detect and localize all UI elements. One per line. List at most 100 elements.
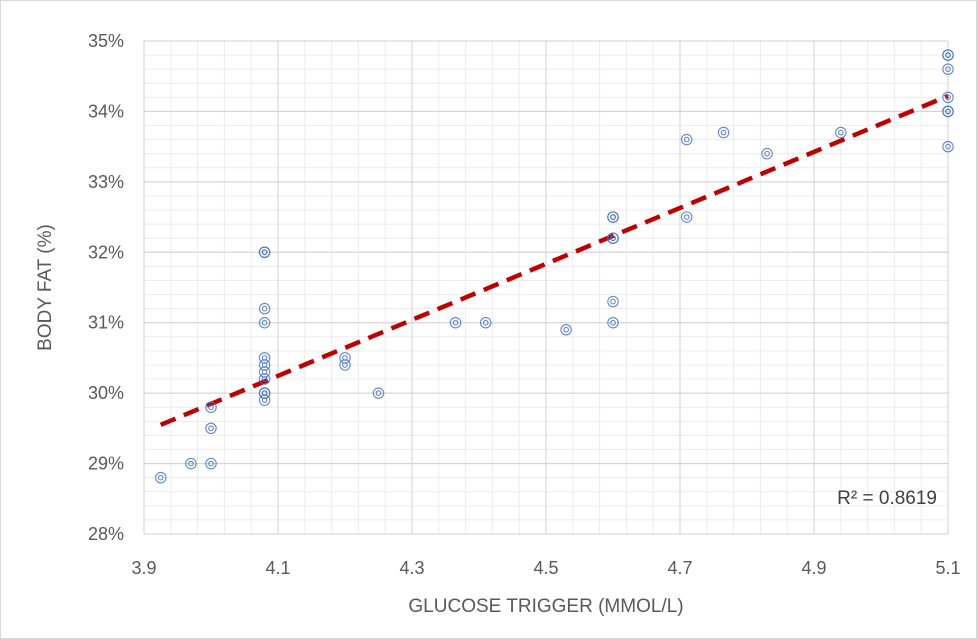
- data-point: [258, 352, 271, 364]
- data-point: [607, 232, 619, 244]
- data-point: [339, 352, 351, 364]
- x-tick-label: 4.1: [265, 558, 290, 578]
- data-point-outer-ring: [607, 232, 619, 244]
- y-tick-label: 31%: [88, 313, 124, 333]
- data-point-inner-ring: [683, 214, 690, 220]
- data-point-outer-ring: [205, 422, 217, 435]
- data-point: [155, 471, 167, 484]
- data-point: [942, 63, 954, 75]
- data-point: [717, 126, 730, 139]
- data-point-outer-ring: [205, 401, 217, 413]
- data-point-inner-ring: [375, 390, 382, 396]
- data-point-inner-ring: [610, 319, 616, 326]
- data-point: [205, 457, 217, 470]
- data-point-inner-ring: [945, 143, 951, 150]
- trendline-layer: [159, 93, 949, 427]
- data-point-outer-ring: [680, 211, 693, 223]
- data-point-inner-ring: [261, 390, 268, 396]
- data-point-outer-ring: [607, 211, 619, 223]
- data-point: [607, 316, 619, 329]
- data-point: [205, 422, 217, 435]
- data-point-outer-ring: [258, 246, 271, 259]
- data-point-outer-ring: [205, 457, 217, 470]
- data-point: [942, 140, 954, 153]
- data-point-outer-ring: [155, 471, 167, 484]
- data-point-inner-ring: [452, 319, 459, 326]
- data-point-outer-ring: [607, 295, 619, 308]
- data-point-outer-ring: [339, 352, 351, 364]
- data-point: [258, 387, 271, 399]
- x-tick-label: 5.1: [935, 558, 960, 578]
- data-point-inner-ring: [157, 474, 164, 481]
- data-point-inner-ring: [342, 355, 348, 361]
- data-point: [761, 147, 773, 160]
- x-tick-label: 4.9: [801, 558, 826, 578]
- data-point-inner-ring: [945, 108, 951, 115]
- data-point-inner-ring: [261, 249, 268, 256]
- data-point-inner-ring: [720, 129, 727, 136]
- data-point-inner-ring: [208, 460, 214, 467]
- y-tick-label: 32%: [88, 242, 124, 262]
- data-point-inner-ring: [208, 425, 214, 432]
- data-point-outer-ring: [680, 133, 693, 146]
- data-point-outer-ring: [185, 457, 197, 470]
- data-point: [835, 126, 847, 139]
- y-axis-tick-labels: 28% 29% 30% 31% 32% 33% 34% 35%: [88, 31, 124, 544]
- data-point-inner-ring: [482, 319, 489, 326]
- data-point-inner-ring: [261, 355, 268, 361]
- data-point: [607, 295, 619, 308]
- data-point-outer-ring: [942, 63, 954, 75]
- data-point-outer-ring: [258, 387, 271, 399]
- data-point-inner-ring: [837, 129, 844, 136]
- data-point-outer-ring: [761, 147, 773, 160]
- data-point-outer-ring: [942, 91, 954, 104]
- y-tick-label: 28%: [88, 524, 124, 544]
- y-tick-label: 30%: [88, 383, 124, 403]
- major-gridlines: [143, 40, 949, 535]
- data-point-outer-ring: [942, 105, 954, 118]
- data-point-inner-ring: [610, 235, 616, 242]
- data-point: [479, 316, 492, 329]
- data-point-outer-ring: [942, 140, 954, 153]
- data-point-inner-ring: [945, 66, 951, 73]
- data-point: [607, 211, 619, 223]
- data-points: [155, 49, 954, 484]
- data-point-outer-ring: [372, 387, 385, 399]
- data-point-inner-ring: [261, 305, 268, 312]
- data-point-outer-ring: [479, 316, 492, 329]
- data-point-outer-ring: [717, 126, 730, 139]
- y-tick-label: 34%: [88, 101, 124, 121]
- x-tick-label: 4.5: [533, 558, 558, 578]
- data-point: [942, 91, 954, 104]
- x-axis-title: GLUCOSE TRIGGER (MMOL/L): [408, 596, 683, 617]
- data-point: [258, 302, 271, 315]
- x-axis-tick-labels: 3.9 4.1 4.3 4.5 4.7 4.9 5.1: [131, 558, 960, 578]
- data-point: [942, 49, 954, 61]
- data-point: [680, 211, 693, 223]
- data-point-inner-ring: [261, 319, 268, 326]
- data-point-outer-ring: [258, 302, 271, 315]
- data-point-inner-ring: [945, 52, 951, 58]
- data-point-inner-ring: [563, 326, 569, 333]
- data-point: [560, 324, 572, 336]
- data-point-inner-ring: [945, 94, 951, 101]
- x-tick-label: 4.3: [399, 558, 424, 578]
- data-point-outer-ring: [942, 49, 954, 61]
- x-tick-label: 3.9: [131, 558, 156, 578]
- data-point-inner-ring: [683, 136, 690, 143]
- data-point: [449, 316, 462, 329]
- data-point: [258, 316, 271, 329]
- data-point-inner-ring: [208, 404, 214, 411]
- data-point: [680, 133, 693, 146]
- y-tick-label: 33%: [88, 172, 124, 192]
- data-point-inner-ring: [610, 214, 616, 220]
- data-point: [185, 457, 197, 470]
- data-point-outer-ring: [449, 316, 462, 329]
- data-point-inner-ring: [764, 150, 770, 157]
- data-point: [372, 387, 385, 399]
- data-point-outer-ring: [560, 324, 572, 336]
- y-tick-label: 29%: [88, 454, 124, 474]
- data-point: [205, 401, 217, 413]
